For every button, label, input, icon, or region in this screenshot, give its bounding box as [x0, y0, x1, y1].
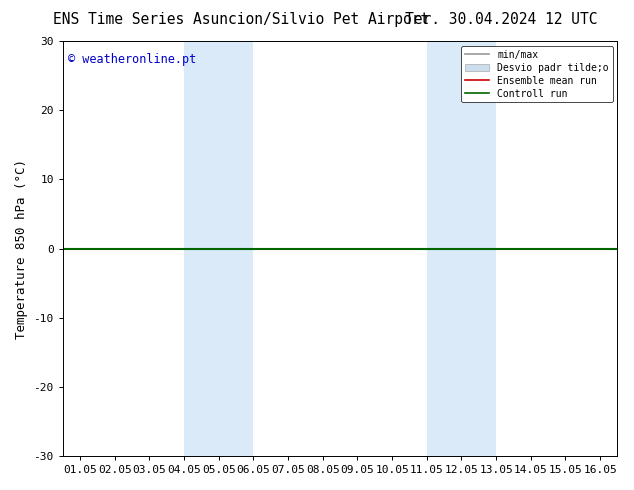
Text: © weatheronline.pt: © weatheronline.pt	[68, 53, 197, 67]
Bar	[184, 41, 254, 456]
Text: ENS Time Series Asuncion/Silvio Pet Airport: ENS Time Series Asuncion/Silvio Pet Airp…	[53, 12, 429, 27]
Y-axis label: Temperature 850 hPa (°C): Temperature 850 hPa (°C)	[15, 158, 28, 339]
Bar	[427, 41, 496, 456]
Text: Ter. 30.04.2024 12 UTC: Ter. 30.04.2024 12 UTC	[404, 12, 597, 27]
Legend: min/max, Desvio padr tilde;o, Ensemble mean run, Controll run: min/max, Desvio padr tilde;o, Ensemble m…	[461, 46, 612, 102]
